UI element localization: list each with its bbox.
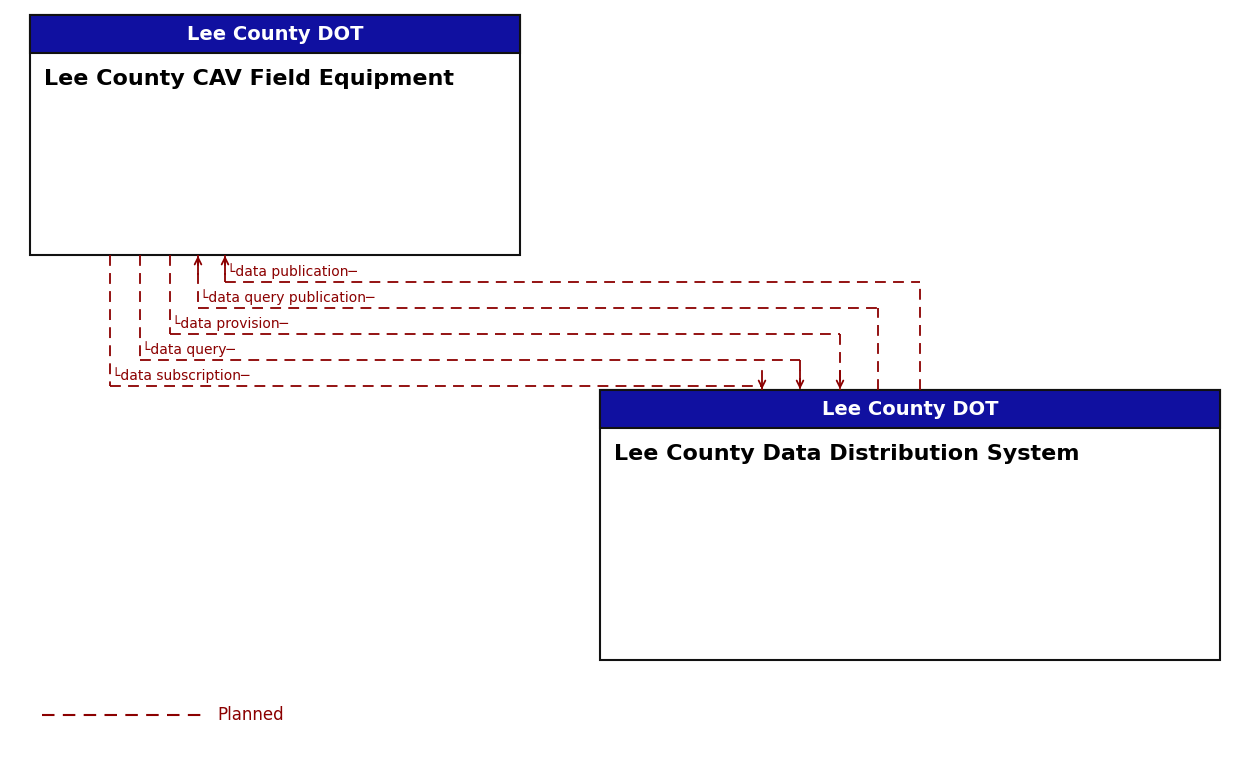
Text: └data query publication─: └data query publication─ (200, 289, 374, 305)
Text: Planned: Planned (217, 706, 284, 724)
Bar (600, 390, 1219, 428)
Bar (30, 15, 520, 255)
Text: └data provision─: └data provision─ (172, 315, 288, 331)
Bar (600, 390, 1219, 660)
Text: Lee County Data Distribution System: Lee County Data Distribution System (613, 444, 1079, 464)
Text: └data publication─: └data publication─ (227, 263, 357, 279)
Text: Lee County DOT: Lee County DOT (821, 399, 998, 419)
Bar (30, 15, 520, 53)
Text: └data query─: └data query─ (141, 341, 235, 357)
Text: └data subscription─: └data subscription─ (111, 367, 249, 383)
Text: Lee County DOT: Lee County DOT (187, 24, 363, 44)
Text: Lee County CAV Field Equipment: Lee County CAV Field Equipment (44, 69, 454, 89)
